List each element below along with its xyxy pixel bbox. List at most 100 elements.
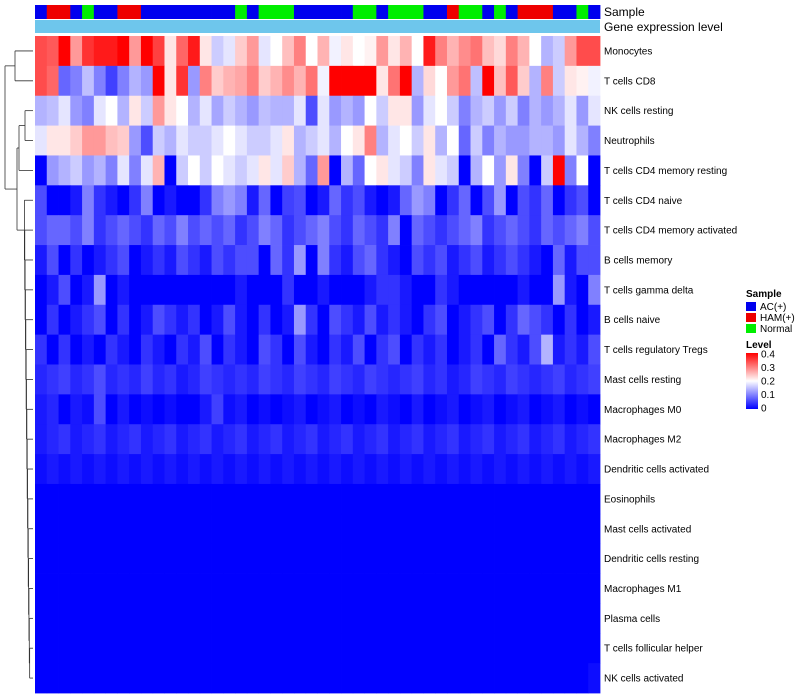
heatmap-cell bbox=[93, 483, 107, 515]
heatmap-cell bbox=[70, 36, 83, 67]
heatmap-cell bbox=[458, 424, 471, 455]
heatmap-cell bbox=[46, 573, 59, 604]
sample-cell bbox=[588, 5, 601, 19]
heatmap-cell bbox=[517, 95, 530, 126]
heatmap-cell bbox=[58, 454, 71, 485]
heatmap-cell bbox=[199, 364, 212, 395]
heatmap-cell bbox=[129, 543, 142, 574]
heatmap-cell bbox=[446, 394, 460, 425]
heatmap-cell bbox=[352, 304, 365, 336]
heatmap-cell bbox=[446, 603, 460, 634]
heatmap-cell bbox=[517, 543, 530, 574]
heatmap-cell bbox=[270, 245, 283, 276]
heatmap-cell bbox=[129, 334, 142, 365]
row-label: T cells CD4 memory activated bbox=[604, 226, 737, 237]
heatmap-cell bbox=[235, 185, 248, 216]
heatmap-cell bbox=[140, 364, 154, 395]
row-label: Monocytes bbox=[604, 46, 652, 57]
heatmap-cell bbox=[529, 424, 542, 455]
sample-cell bbox=[176, 5, 189, 19]
heatmap-cell bbox=[46, 36, 59, 67]
heatmap-cell bbox=[552, 454, 566, 485]
legend-swatch bbox=[746, 324, 756, 333]
heatmap-cell bbox=[576, 633, 589, 664]
heatmap-cell bbox=[458, 364, 471, 395]
heatmap-cell bbox=[93, 155, 107, 186]
sample-cell bbox=[352, 5, 365, 19]
heatmap-cell bbox=[176, 573, 189, 604]
heatmap-cell bbox=[293, 125, 307, 156]
heatmap-cell bbox=[82, 125, 95, 156]
heatmap-cell bbox=[152, 215, 165, 246]
heatmap-cell bbox=[305, 573, 318, 604]
heatmap-cell bbox=[435, 483, 448, 515]
heatmap-cell bbox=[376, 513, 389, 545]
heatmap-cell bbox=[46, 155, 59, 186]
heatmap-cell bbox=[46, 304, 59, 336]
heatmap-cell bbox=[258, 573, 271, 604]
heatmap-cell bbox=[270, 364, 283, 395]
heatmap-cell bbox=[293, 543, 307, 574]
heatmap-cell bbox=[505, 364, 518, 395]
heatmap-cell bbox=[117, 155, 130, 186]
heatmap-cell bbox=[58, 185, 71, 216]
heatmap-cell bbox=[435, 663, 448, 694]
heatmap-cell bbox=[199, 36, 212, 67]
heatmap-cell bbox=[435, 334, 448, 365]
heatmap-cell bbox=[188, 334, 201, 365]
heatmap-cell bbox=[329, 185, 342, 216]
heatmap-cell bbox=[58, 394, 71, 425]
heatmap-cell bbox=[423, 394, 436, 425]
heatmap-cell bbox=[223, 543, 236, 574]
heatmap-cell bbox=[282, 663, 295, 694]
heatmap-cell bbox=[176, 274, 189, 306]
heatmap-cell bbox=[482, 513, 495, 545]
heatmap-cell bbox=[399, 454, 413, 485]
heatmap-cell bbox=[117, 573, 130, 604]
row-label: T cells regulatory Tregs bbox=[604, 345, 708, 356]
heatmap-cell bbox=[446, 424, 460, 455]
heatmap-cell bbox=[446, 483, 460, 515]
heatmap-cell bbox=[70, 603, 83, 634]
sample-cell bbox=[494, 5, 507, 19]
heatmap-cell bbox=[246, 65, 260, 97]
heatmap-cell bbox=[305, 424, 318, 455]
heatmap-cell bbox=[329, 155, 342, 186]
heatmap-cell bbox=[517, 304, 530, 336]
heatmap-cell bbox=[140, 304, 154, 336]
heatmap-cell bbox=[293, 364, 307, 395]
heatmap-cell bbox=[246, 155, 260, 186]
heatmap-cell bbox=[235, 125, 248, 156]
heatmap-cell bbox=[552, 573, 566, 604]
heatmap-cell bbox=[235, 274, 248, 306]
heatmap-cell bbox=[376, 334, 389, 365]
heatmap-cell bbox=[564, 603, 577, 634]
heatmap-cell bbox=[388, 543, 401, 574]
heatmap-cell bbox=[152, 36, 165, 67]
heatmap-cell bbox=[199, 663, 212, 694]
heatmap-cell bbox=[35, 125, 48, 156]
heatmap-cell bbox=[482, 125, 495, 156]
heatmap-cell bbox=[270, 125, 283, 156]
heatmap-cell bbox=[376, 215, 389, 246]
heatmap-cell bbox=[152, 334, 165, 365]
heatmap-cell bbox=[317, 663, 330, 694]
heatmap-cell bbox=[176, 394, 189, 425]
heatmap-cell bbox=[505, 155, 518, 186]
sample-cell bbox=[341, 5, 354, 19]
heatmap-cell bbox=[46, 543, 59, 574]
heatmap-cell bbox=[364, 334, 377, 365]
heatmap-cell bbox=[70, 304, 83, 336]
heatmap-cell bbox=[164, 304, 177, 336]
heatmap-cell bbox=[435, 36, 448, 67]
heatmap-cell bbox=[435, 454, 448, 485]
heatmap-cell bbox=[258, 663, 271, 694]
heatmap-cell bbox=[282, 364, 295, 395]
heatmap-cell bbox=[46, 513, 59, 545]
heatmap-cell bbox=[458, 36, 471, 67]
heatmap-cell bbox=[152, 394, 165, 425]
heatmap-cell bbox=[576, 573, 589, 604]
heatmap-cell bbox=[70, 185, 83, 216]
heatmap-cell bbox=[140, 155, 154, 186]
heatmap-cell bbox=[435, 215, 448, 246]
